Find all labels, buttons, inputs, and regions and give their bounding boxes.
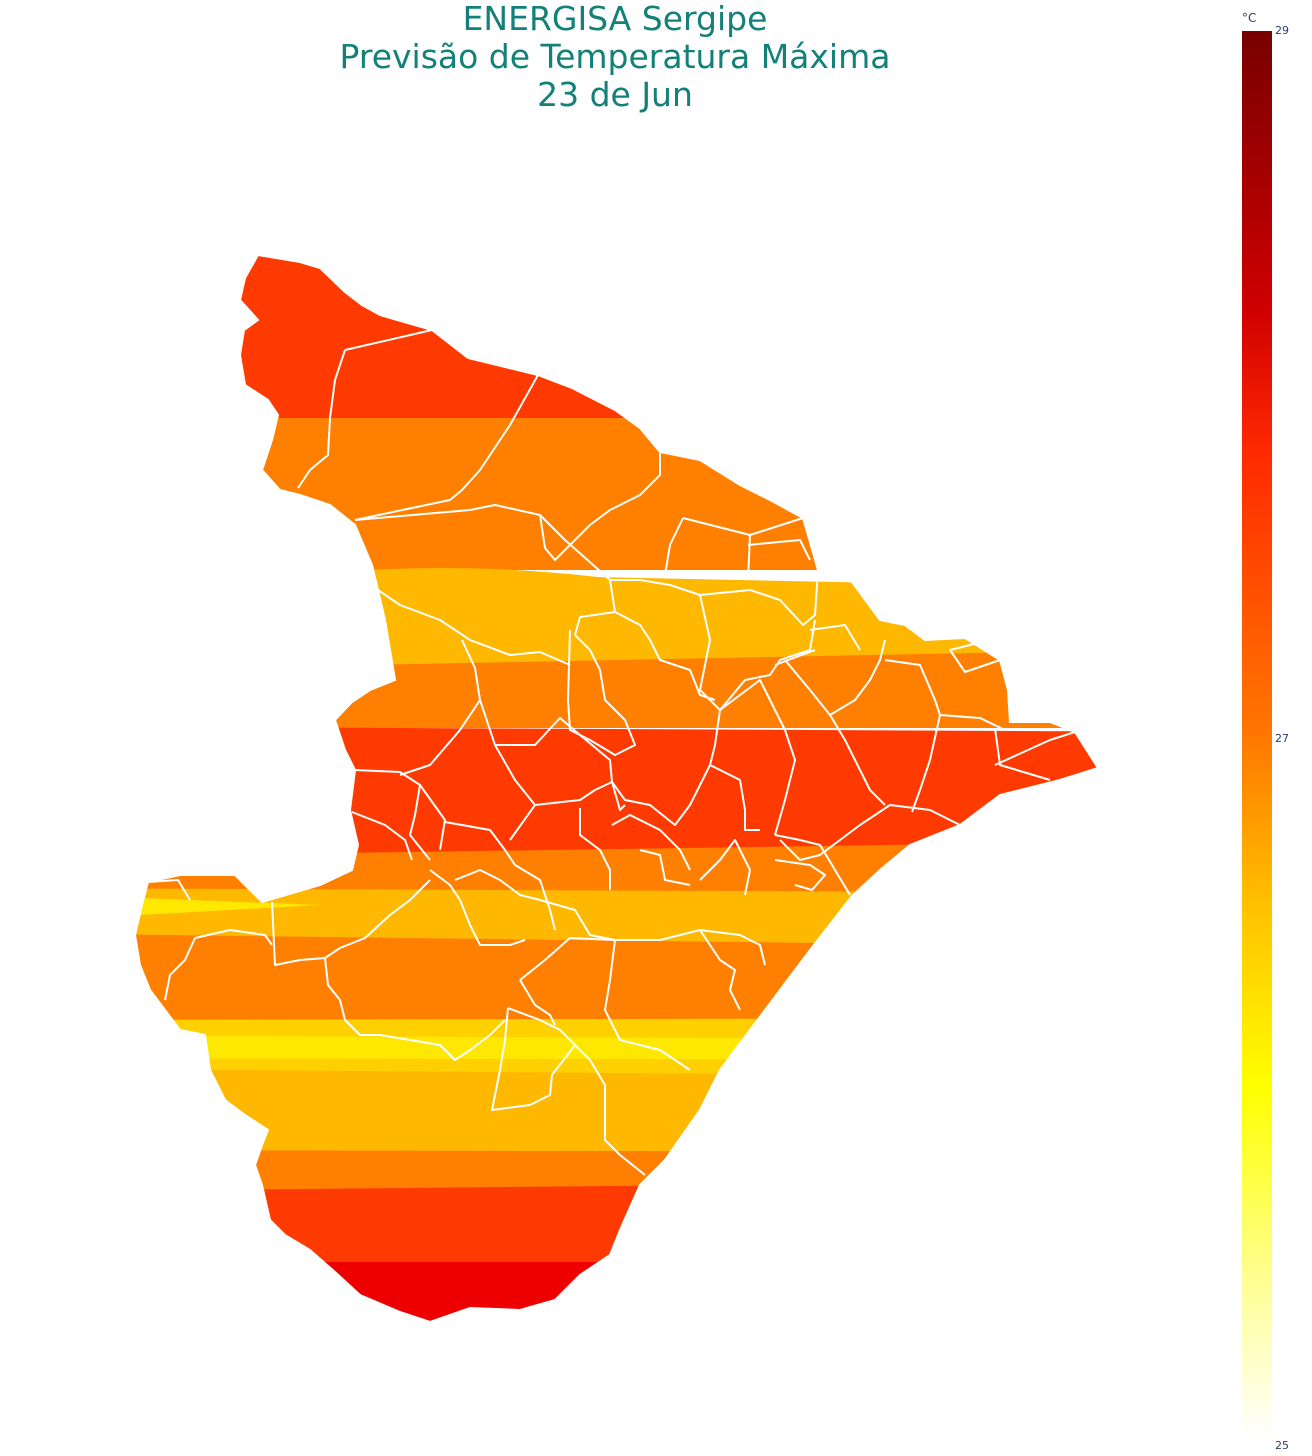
band-27-north [135,418,1098,570]
title-line-1: ENERGISA Sergipe [462,0,768,38]
band-27-mid [135,648,1098,728]
municipality-borders [147,329,1076,1176]
temperature-map [134,254,1099,1323]
band-28-north [135,255,1098,420]
colorbar [1242,31,1272,1439]
title-line-3: 23 de Jun [537,75,693,114]
colorbar-tick-27: 27 [1275,732,1289,745]
band-26-west-streak [140,898,320,915]
band-28-far-south [135,1180,1098,1272]
title-line-2: Previsão de Temperatura Máxima [339,37,891,76]
colorbar-tick-29: 29 [1275,24,1289,37]
band-26-5-wedge [370,568,740,680]
band-26-core [135,1035,1098,1060]
band-28-5-south [135,1262,1098,1322]
map-title: ENERGISA Sergipe Previsão de Temperatura… [0,0,1230,114]
colorbar-tick-25: 25 [1275,1439,1289,1452]
colorbar-unit: °C [1242,11,1257,25]
band-26-5-lower [135,1068,1098,1155]
